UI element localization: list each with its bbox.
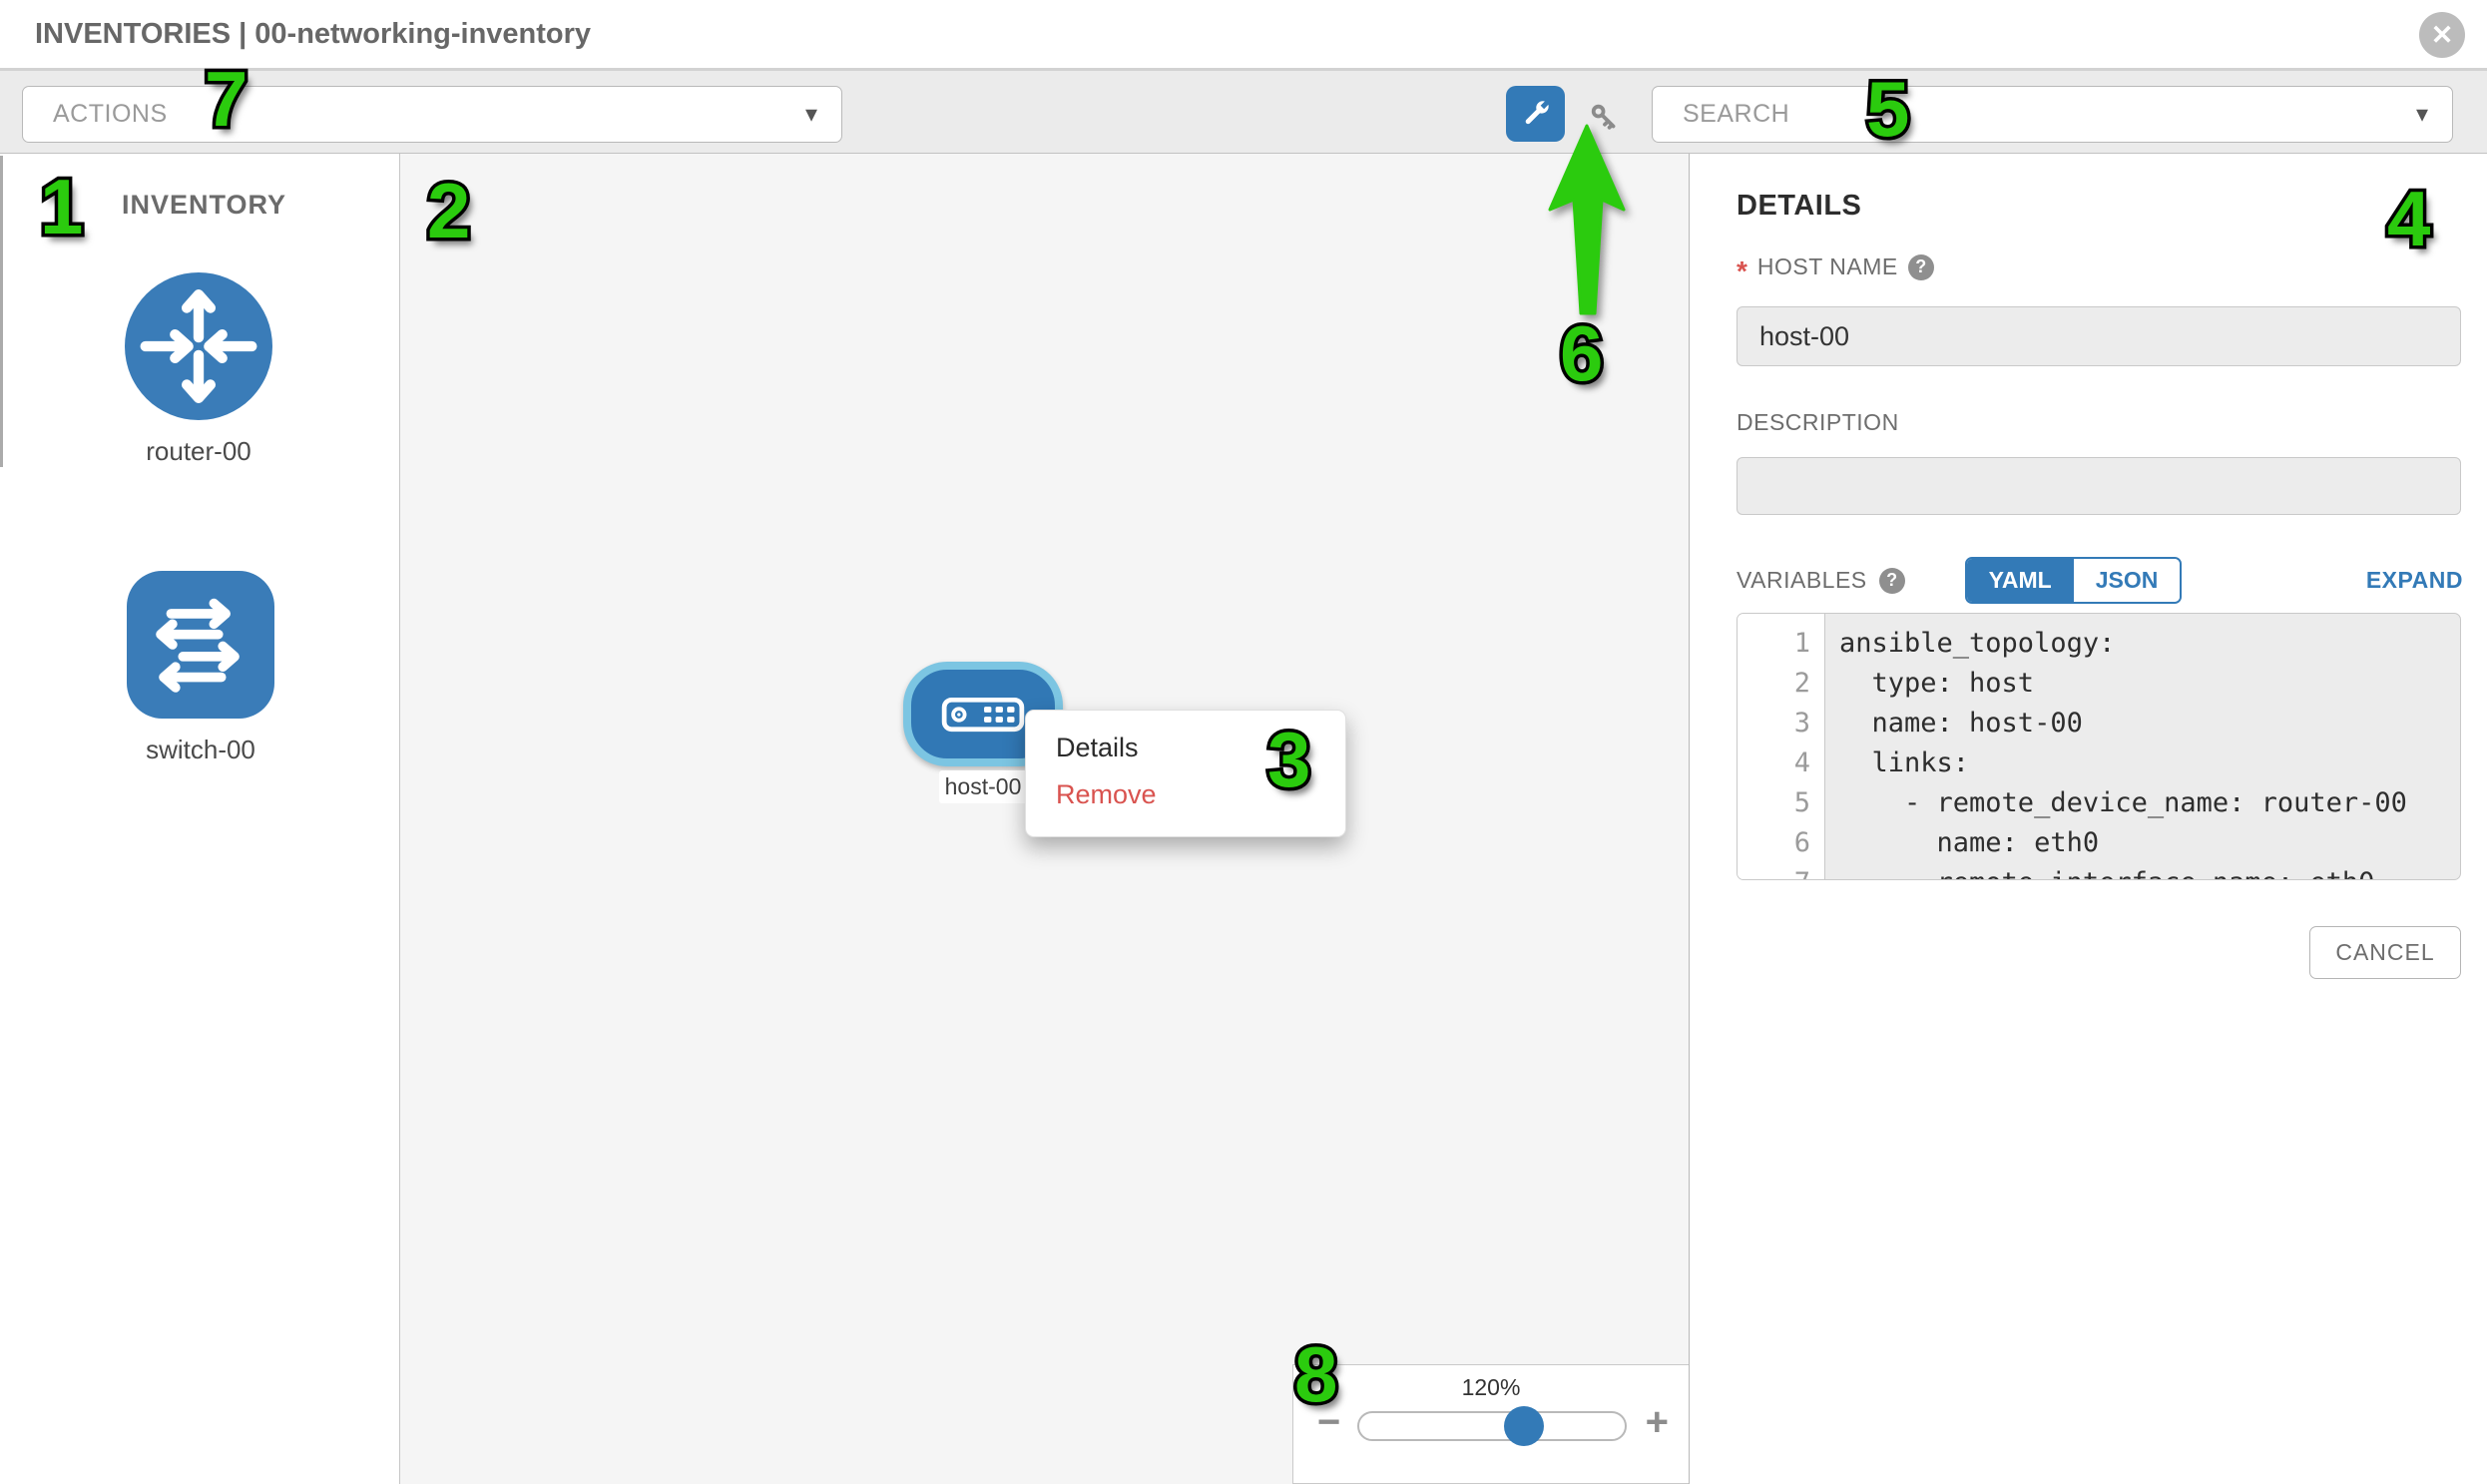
zoom-in-button[interactable]: +	[1640, 1401, 1675, 1443]
configure-button[interactable]	[1506, 86, 1565, 142]
variables-label: VARIABLES	[1737, 567, 1867, 593]
node-context-menu: Details Remove	[1025, 710, 1346, 837]
expand-link[interactable]: EXPAND	[2365, 567, 2463, 593]
host-name-label-row: * HOST NAME ?	[1737, 253, 1934, 286]
details-panel: DETAILS * HOST NAME ? DESCRIPTION VARIAB…	[1690, 154, 2487, 1484]
code-line: type: host	[1839, 668, 2035, 699]
close-button[interactable]: ✕	[2419, 12, 2465, 58]
toggle-yaml-button[interactable]: YAML	[1966, 559, 2074, 602]
caret-down-icon: ▾	[2415, 101, 2428, 128]
minus-icon: −	[1317, 1400, 1341, 1444]
host-icon	[941, 697, 1025, 732]
code-line: name: host-00	[1839, 708, 2083, 739]
cancel-button[interactable]: CANCEL	[2309, 926, 2461, 979]
inventory-sidebar: INVENTORY router-00	[0, 154, 400, 1484]
zoom-level-label: 120%	[1461, 1374, 1521, 1400]
line-number: 5	[1793, 787, 1810, 818]
required-marker: *	[1737, 254, 1747, 286]
actions-dropdown[interactable]: ACTIONS ▾	[22, 86, 842, 143]
zoom-control: 120% − +	[1292, 1364, 1689, 1484]
code-line: - remote_device_name: router-00	[1839, 787, 2407, 818]
actions-dropdown-label: ACTIONS	[53, 100, 168, 128]
line-number: 4	[1793, 747, 1810, 778]
search-input: SEARCH	[1683, 100, 1790, 128]
help-icon[interactable]: ?	[1907, 253, 1934, 280]
wrench-icon	[1525, 101, 1549, 125]
context-menu-item-remove[interactable]: Remove	[1056, 779, 1157, 809]
description-field[interactable]	[1737, 457, 2461, 515]
variables-row: VARIABLES ? YAML JSON EXPAND	[1737, 557, 2463, 604]
node-label: host-00	[939, 770, 1027, 803]
host-name-label: HOST NAME	[1756, 253, 1898, 279]
variables-format-toggle: YAML JSON	[1964, 557, 2183, 604]
search-dropdown[interactable]: SEARCH ▾	[1652, 86, 2453, 143]
key-button[interactable]	[1580, 93, 1630, 143]
line-number: 3	[1793, 708, 1810, 739]
router-icon	[125, 272, 272, 420]
line-number: 6	[1793, 827, 1810, 858]
topology-canvas[interactable]: host-00 Details Remove 120% − +	[400, 154, 1690, 1484]
page-title: INVENTORIES | 00-networking-inventory	[35, 18, 592, 50]
zoom-slider-thumb[interactable]	[1504, 1406, 1544, 1446]
code-line: name: eth0	[1839, 827, 2100, 858]
line-number-gutter: 1 2 3 4 5 6 7	[1738, 614, 1825, 879]
code-area[interactable]: ansible_topology: type: host name: host-…	[1825, 614, 2460, 879]
variables-code-editor[interactable]: 1 2 3 4 5 6 7 ansible_topology: type: ho…	[1737, 613, 2461, 880]
close-icon: ✕	[2430, 19, 2454, 50]
sidebar-scrollbar[interactable]	[0, 156, 3, 467]
switch-icon	[127, 571, 274, 719]
description-label-row: DESCRIPTION	[1737, 409, 1899, 436]
zoom-slider-track[interactable]	[1357, 1406, 1627, 1446]
description-label: DESCRIPTION	[1737, 409, 1899, 435]
toggle-json-button[interactable]: JSON	[2073, 559, 2181, 602]
line-number: 2	[1793, 668, 1810, 699]
code-line: remote_interface_name: eth0	[1839, 863, 2460, 879]
caret-down-icon: ▾	[804, 101, 817, 128]
details-heading: DETAILS	[1737, 190, 1862, 222]
device-label: router-00	[146, 436, 251, 466]
plus-icon: +	[1645, 1400, 1669, 1444]
help-icon[interactable]: ?	[1878, 567, 1905, 594]
context-menu-item-details[interactable]: Details	[1056, 733, 1139, 762]
code-line: ansible_topology:	[1839, 628, 2116, 659]
sidebar-item-switch-00[interactable]: switch-00	[125, 571, 276, 765]
toolbar: ACTIONS ▾ SEARCH ▾	[0, 71, 2487, 154]
sidebar-heading: INVENTORY	[122, 190, 287, 220]
device-label: switch-00	[146, 735, 255, 764]
title-bar: INVENTORIES | 00-networking-inventory ✕	[0, 0, 2487, 71]
line-number: 7	[1738, 863, 1824, 879]
code-line: links:	[1839, 747, 1970, 778]
key-icon	[1591, 104, 1616, 130]
host-name-field[interactable]	[1737, 306, 2461, 366]
sidebar-item-router-00[interactable]: router-00	[125, 272, 272, 467]
zoom-out-button[interactable]: −	[1311, 1401, 1346, 1443]
line-number: 1	[1793, 628, 1810, 659]
